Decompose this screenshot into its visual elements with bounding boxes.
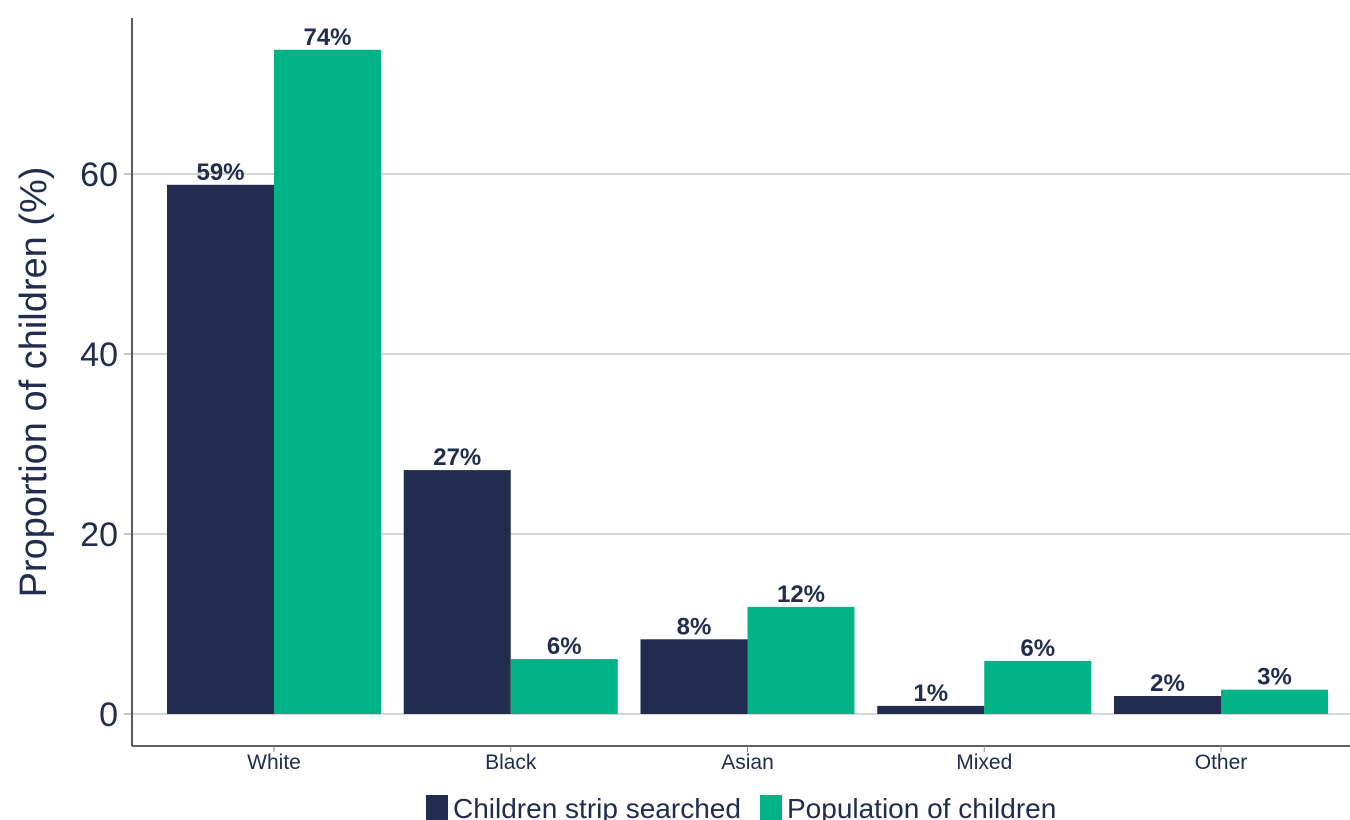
bar-asian-population: [747, 606, 855, 714]
data-label: 74%: [303, 24, 351, 51]
bar-mixed-population: [984, 660, 1092, 714]
data-labels: 59% 74% 27% 6% 8% 12% 1% 6% 2% 3%: [196, 24, 1291, 707]
x-tick-label: Black: [485, 751, 537, 774]
data-label: 1%: [913, 680, 948, 707]
data-label: 6%: [1020, 635, 1055, 662]
x-tick-label: Other: [1195, 751, 1248, 774]
bar-black-strip-searched: [403, 470, 511, 714]
bar-black-population: [510, 659, 618, 714]
y-tick-labels: 0 20 40 60: [80, 156, 132, 734]
legend: Children strip searched Population of chi…: [426, 793, 1056, 820]
y-tick-label: 0: [99, 696, 118, 734]
bar-white-strip-searched: [167, 184, 274, 715]
x-tick-labels: White Black Asian Mixed Other: [247, 746, 1247, 774]
data-label: 2%: [1150, 670, 1185, 697]
y-tick-label: 60: [80, 156, 118, 194]
data-label: 6%: [547, 633, 582, 660]
bar-other-strip-searched: [1114, 696, 1221, 714]
bar-mixed-strip-searched: [877, 705, 985, 714]
x-tick-label: Mixed: [956, 751, 1012, 774]
bar-white-population: [274, 49, 381, 715]
legend-label: Population of children: [787, 793, 1056, 820]
data-label: 59%: [196, 159, 244, 186]
y-axis-title: Proportion of children (%): [13, 167, 55, 598]
bar-other-population: [1221, 689, 1328, 714]
legend-label: Children strip searched: [453, 793, 741, 820]
bars: [167, 49, 1328, 715]
legend-swatch: [760, 795, 782, 820]
data-label: 27%: [433, 444, 481, 471]
y-tick-label: 40: [80, 336, 118, 374]
data-label: 3%: [1257, 664, 1292, 691]
x-tick-label: White: [247, 751, 301, 774]
data-label: 12%: [777, 581, 825, 608]
y-tick-label: 20: [80, 516, 118, 554]
axes: [131, 18, 1350, 747]
legend-swatch: [426, 795, 448, 820]
x-tick-label: Asian: [721, 751, 774, 774]
bar-asian-strip-searched: [640, 639, 748, 714]
data-label: 8%: [677, 613, 712, 640]
